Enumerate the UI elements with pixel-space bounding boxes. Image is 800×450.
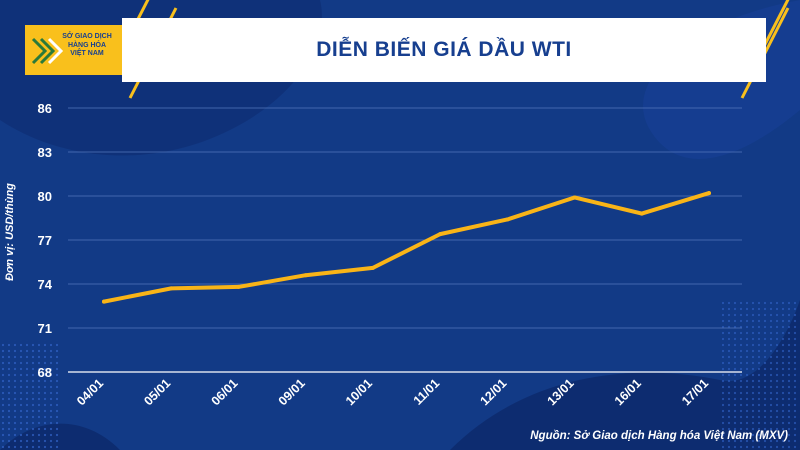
data-point <box>303 273 308 278</box>
y-tick-label: 71 <box>38 321 52 336</box>
gridlines <box>68 107 742 373</box>
x-tick-label: 16/01 <box>612 376 644 408</box>
y-tick-label: 74 <box>38 277 53 292</box>
title-banner <box>122 18 766 82</box>
y-axis-ticks: 68 71 74 77 80 83 86 <box>38 101 53 380</box>
x-tick-label: 09/01 <box>276 376 308 408</box>
x-tick-label: 04/01 <box>74 376 106 408</box>
logo-line-1: SỞ GIAO DỊCH <box>62 33 112 40</box>
y-tick-label: 80 <box>38 189 52 204</box>
x-tick-label: 17/01 <box>679 376 711 408</box>
x-tick-label: 05/01 <box>141 376 173 408</box>
chart-title: DIỄN BIẾN GIÁ DẦU WTI <box>316 38 572 61</box>
series-line <box>102 191 711 304</box>
x-tick-label: 10/01 <box>343 376 375 408</box>
data-point <box>236 284 241 289</box>
x-axis-ticks: 04/01 05/01 06/01 09/01 10/01 11/01 12/01 13/01… <box>74 376 711 408</box>
data-point <box>169 286 174 291</box>
logo-text: SỞ GIAO DỊCH HÀNG HÓA VIỆT NAM <box>56 33 118 59</box>
data-point <box>639 211 644 216</box>
logo-line-3: VIỆT NAM <box>70 50 104 57</box>
x-tick-label: 06/01 <box>209 376 241 408</box>
data-point <box>370 265 375 270</box>
data-point <box>438 232 443 237</box>
y-tick-label: 77 <box>38 233 52 248</box>
logo-icon <box>25 25 122 75</box>
logo-line-2: HÀNG HÓA <box>67 41 107 49</box>
y-tick-label: 68 <box>38 365 52 380</box>
x-tick-label: 13/01 <box>545 376 577 408</box>
y-tick-label: 83 <box>38 145 52 160</box>
data-point <box>707 191 711 196</box>
x-tick-label: 12/01 <box>477 376 509 408</box>
y-axis-label: Đơn vị: USD/thùng <box>4 183 16 281</box>
logo <box>25 25 122 75</box>
data-point <box>572 195 577 200</box>
data-point <box>102 299 106 304</box>
y-tick-label: 86 <box>38 101 52 116</box>
series-group <box>102 191 711 304</box>
data-point <box>505 217 510 222</box>
source-note: Nguồn: Sở Giao dịch Hàng hóa Việt Nam (M… <box>530 430 788 442</box>
x-tick-label: 11/01 <box>411 376 443 408</box>
